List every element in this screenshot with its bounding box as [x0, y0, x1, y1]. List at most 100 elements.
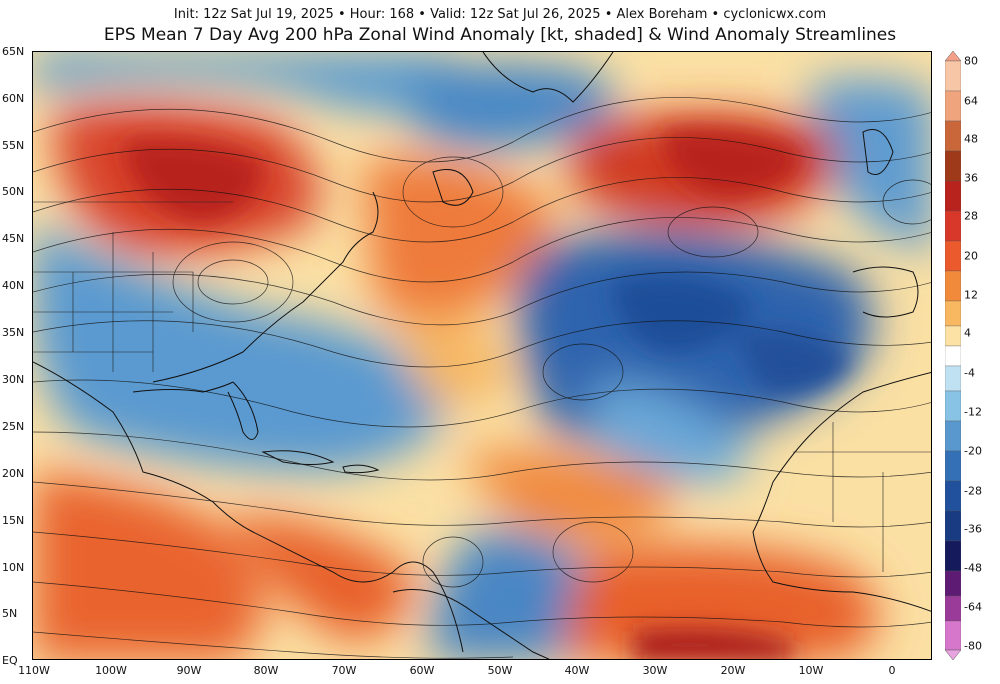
colorbar-swatch	[945, 595, 961, 622]
colorbar-label: 80	[964, 54, 978, 68]
colorbar-swatch	[945, 570, 961, 597]
colorbar-swatch	[945, 390, 961, 422]
colorbar-swatch	[945, 60, 961, 92]
colorbar-swatch	[945, 450, 961, 482]
colorbar-label: -64	[964, 600, 982, 614]
colorbar-swatch	[945, 540, 961, 572]
strong-positive-core	[663, 129, 803, 197]
streamline-vortex	[422, 536, 484, 588]
florida	[227, 381, 259, 440]
colorbar-label: -36	[964, 522, 982, 536]
lon-label: 70W	[331, 664, 357, 677]
lon-label: 110W	[18, 664, 50, 677]
cuba	[261, 450, 335, 465]
south-america-coast	[392, 589, 550, 659]
colorbar-swatch	[945, 345, 961, 367]
strong-negative-core	[733, 330, 853, 394]
lat-label: 40N	[2, 279, 25, 292]
streamline-vortex	[667, 206, 759, 258]
header: Init: 12z Sat Jul 19, 2025 • Hour: 168 •…	[0, 0, 1000, 50]
streamline-vortex	[552, 521, 634, 583]
lat-label: 50N	[2, 185, 25, 198]
positive-anomaly-region	[33, 472, 263, 659]
lat-label: 25N	[2, 420, 25, 433]
streamline-vortex	[882, 179, 931, 225]
colorbar-label: -28	[964, 484, 982, 498]
african-borders	[793, 422, 931, 572]
colorbar-swatch	[945, 420, 961, 452]
lat-label: 5N	[2, 607, 18, 620]
streamline-vortex	[542, 343, 624, 401]
colorbar-swatch	[945, 210, 961, 242]
negative-anomaly-region	[431, 530, 595, 659]
colorbar-swatch	[945, 620, 961, 651]
colorbar-label: 4	[964, 326, 971, 340]
colorbar-label: -4	[964, 366, 975, 380]
map-title: EPS Mean 7 Day Avg 200 hPa Zonal Wind An…	[103, 25, 897, 45]
us-east-coast	[152, 191, 379, 383]
lon-label: 60W	[409, 664, 435, 677]
colorbar-label: 48	[964, 132, 978, 146]
colorbar-swatch	[945, 270, 961, 302]
negative-anomaly-region	[413, 62, 616, 150]
state-borders	[33, 311, 173, 353]
negative-anomaly-region	[33, 222, 453, 472]
lon-label: 50W	[487, 664, 513, 677]
north-america-coast	[33, 361, 464, 653]
streamlines	[33, 97, 931, 659]
colorbar-label: 64	[964, 94, 978, 108]
lon-label: 40W	[564, 664, 590, 677]
lat-label: 20N	[2, 467, 25, 480]
lon-label: 20W	[720, 664, 746, 677]
colorbar-swatch	[945, 150, 961, 182]
british-isles	[862, 129, 894, 175]
colorbar-swatch	[945, 300, 961, 327]
colorbar-label: -20	[964, 444, 982, 458]
colorbar-swatch	[945, 325, 961, 347]
colorbar-label: -12	[964, 405, 982, 419]
lat-label: 30N	[2, 373, 25, 386]
colorbar-max-arrow	[945, 51, 961, 62]
streamline-vortex	[197, 259, 269, 305]
colorbar-min-arrow	[945, 649, 961, 660]
streamline	[33, 631, 514, 659]
lon-label: 100W	[95, 664, 127, 677]
lon-label: 80W	[253, 664, 279, 677]
positive-anomaly-region	[363, 157, 553, 327]
colorbar-label: 28	[964, 209, 978, 223]
colorbar-label: 20	[964, 249, 978, 263]
coastlines	[33, 52, 931, 659]
streamline	[33, 531, 931, 578]
streamline	[33, 271, 931, 326]
greenland-coast	[482, 52, 614, 103]
map-panel	[32, 51, 932, 660]
streamline	[33, 379, 931, 428]
colorbar-swatch	[945, 240, 961, 272]
newfoundland	[432, 169, 474, 206]
lon-label: 30W	[642, 664, 668, 677]
streamline	[33, 431, 931, 481]
lon-label: 10W	[798, 664, 824, 677]
lat-label: 65N	[2, 45, 25, 58]
lat-label: 45N	[2, 232, 25, 245]
positive-anomaly-region	[463, 450, 674, 542]
negative-anomaly-region	[33, 52, 453, 115]
iberia-coast	[852, 266, 919, 318]
lat-label: EQ	[2, 654, 18, 667]
colorbar-label: 36	[964, 171, 978, 185]
streamline-vortex	[172, 241, 294, 323]
colorbar	[945, 51, 961, 660]
gulf-coast	[132, 381, 234, 393]
lat-label: 10N	[2, 561, 25, 574]
colorbar-swatch	[945, 120, 961, 152]
colorbar-swatch	[945, 510, 961, 542]
hispaniola	[342, 464, 380, 474]
subtitle: Init: 12z Sat Jul 19, 2025 • Hour: 168 •…	[173, 7, 827, 22]
streamline	[33, 137, 931, 203]
west-africa-coast	[752, 371, 931, 612]
streamline	[33, 320, 931, 368]
streamline	[33, 217, 931, 283]
streamline	[33, 177, 931, 243]
colorbar-swatch	[945, 180, 961, 212]
colorbar-label: -80	[964, 639, 982, 653]
